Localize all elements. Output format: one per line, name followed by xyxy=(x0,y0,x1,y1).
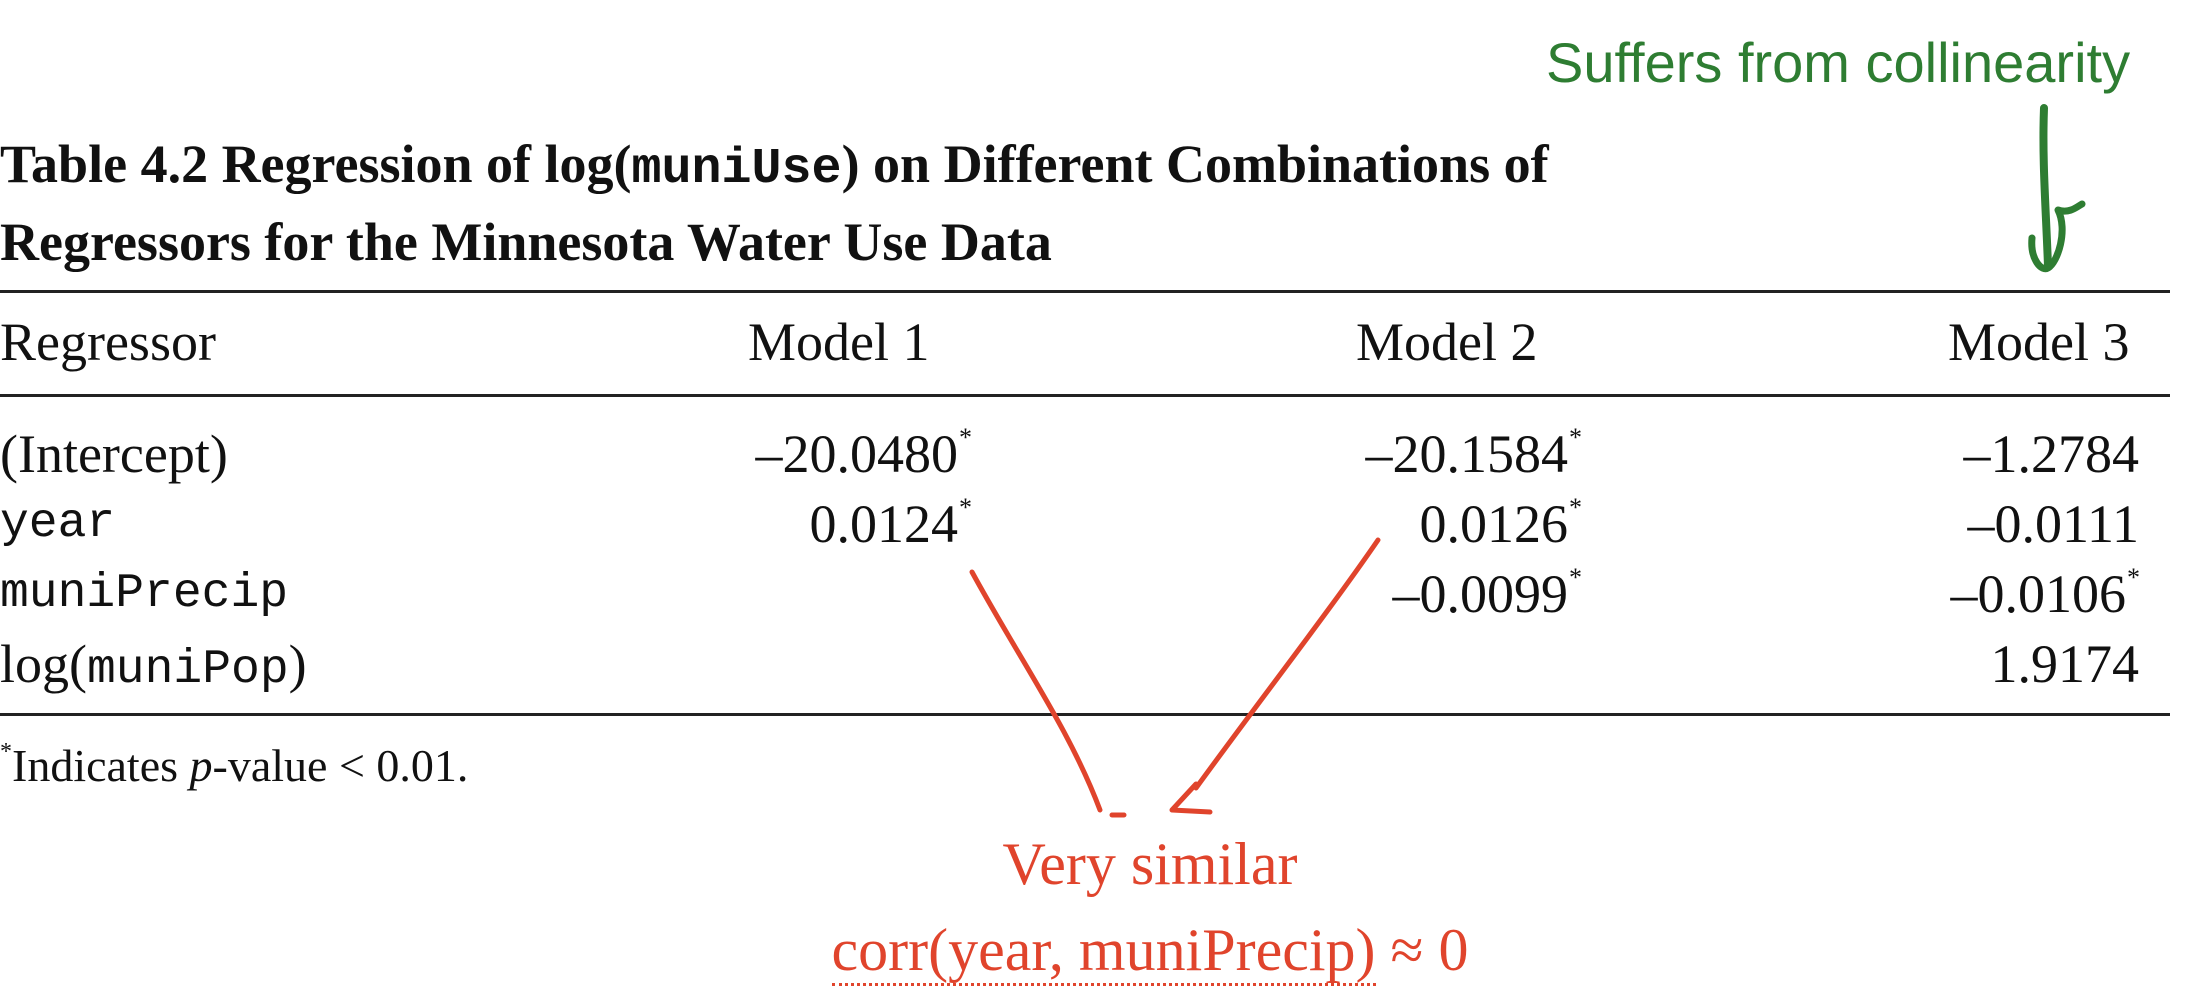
collinearity-note: Suffers from collinearity xyxy=(1546,31,2131,94)
row-munipop-label: log(muniPop) xyxy=(0,634,307,697)
header-model-3: Model 3 xyxy=(1948,312,2130,372)
green-arrow-shaft xyxy=(2039,104,2052,270)
row-intercept-m1: –20.0480* xyxy=(755,423,973,484)
header-regressor: Regressor xyxy=(0,312,216,372)
header-rule xyxy=(0,394,2170,397)
row-intercept-label: (Intercept) xyxy=(0,424,228,484)
row-intercept-m3: –1.2784 xyxy=(1963,424,2140,484)
row-year-m2: 0.0126* xyxy=(1419,493,1583,554)
very-similar-note: Very similar xyxy=(1002,831,1298,897)
green-arrow-head xyxy=(2028,200,2086,273)
top-rule xyxy=(0,290,2170,293)
row-muniprecip-m2: –0.0099* xyxy=(1392,563,1583,624)
bottom-rule xyxy=(0,713,2170,716)
header-model-1: Model 1 xyxy=(748,312,930,372)
caption-code: muniUse xyxy=(631,141,842,198)
row-intercept-m2: –20.1584* xyxy=(1365,423,1583,484)
table-footnote: *Indicates p-value < 0.01. xyxy=(0,739,469,791)
red-arrow-right xyxy=(1193,537,1381,791)
row-muniprecip-m3: –0.0106* xyxy=(1950,563,2141,624)
row-munipop-m3: 1.9174 xyxy=(1990,634,2140,694)
row-year-label: year xyxy=(0,497,116,551)
corr-note: corr(year, muniPrecip) ≈ 0 xyxy=(700,910,1600,990)
red-arrow-left xyxy=(969,569,1103,813)
row-year-m1: 0.0124* xyxy=(809,493,973,554)
row-year-m3: –0.0111 xyxy=(1967,494,2140,554)
caption-line-1: Table 4.2 Regression of log(muniUse) on … xyxy=(0,128,1900,206)
caption-line-2: Regressors for the Minnesota Water Use D… xyxy=(0,212,1052,272)
header-model-2: Model 2 xyxy=(1356,312,1538,372)
red-arrow-right-head xyxy=(1169,781,1213,815)
row-muniprecip-label: muniPrecip xyxy=(0,567,289,621)
caption-suffix: ) on Different Combinations of xyxy=(841,134,1549,194)
caption-prefix: Table 4.2 Regression of log( xyxy=(0,134,632,194)
table-caption: Table 4.2 Regression of log(muniUse) on … xyxy=(0,128,1900,278)
